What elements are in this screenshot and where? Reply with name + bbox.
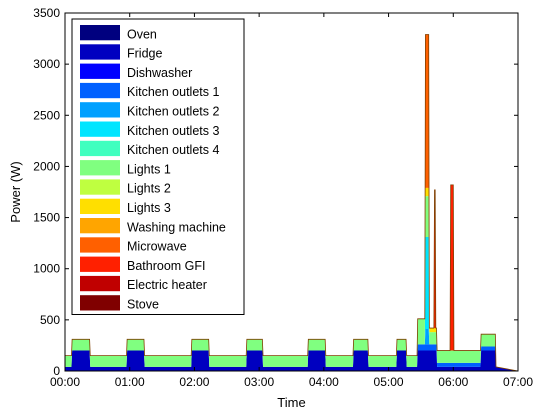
x-tick-label: 05:00: [374, 375, 404, 389]
plot-frame: [64, 12, 519, 372]
legend-label-lights-3: Lights 3: [127, 201, 171, 215]
area-kitchen-outlets-3: [65, 237, 518, 371]
legend-swatch-washing-machine: [80, 218, 120, 234]
x-tick-label: 07:00: [503, 375, 533, 389]
legend-label-kitchen-outlets-4: Kitchen outlets 4: [127, 143, 219, 157]
legend-swatch-kitchen-outlets-3: [80, 121, 120, 137]
legend-swatch-kitchen-outlets-4: [80, 140, 120, 157]
legend-label-lights-2: Lights 2: [127, 182, 171, 196]
legend-label-fridge: Fridge: [127, 47, 162, 61]
legend-label-microwave: Microwave: [127, 240, 187, 254]
y-tick-label: 0: [53, 364, 60, 378]
y-tick-label: 2500: [33, 108, 60, 122]
x-axis-label: Time: [277, 395, 305, 410]
legend-swatch-microwave: [80, 237, 120, 253]
legend-swatch-fridge: [80, 44, 120, 60]
y-tick-label: 3000: [33, 57, 60, 71]
legend-swatch-bathroom-gfi: [80, 256, 120, 272]
legend-label-kitchen-outlets-1: Kitchen outlets 1: [127, 85, 219, 99]
area-fridge: [65, 350, 518, 371]
legend-label-electric-heater: Electric heater: [127, 278, 207, 292]
legend-swatch-lights-3: [80, 198, 120, 214]
area-lights-1: [65, 196, 518, 371]
legend-label-bathroom-gfi: Bathroom GFI: [127, 259, 206, 273]
x-tick-label: 02:00: [179, 375, 209, 389]
y-tick-label: 2000: [33, 159, 60, 173]
x-tick-label: 01:00: [115, 375, 145, 389]
legend-swatch-stove: [80, 295, 120, 311]
y-tick-label: 3500: [33, 6, 60, 20]
x-tick-label: 03:00: [244, 375, 274, 389]
legend-swatch-dishwasher: [80, 63, 120, 79]
legend-label-kitchen-outlets-2: Kitchen outlets 2: [127, 105, 219, 119]
y-tick-label: 500: [40, 313, 60, 327]
total-outline: [65, 34, 519, 372]
legend-label-lights-1: Lights 1: [127, 162, 171, 176]
legend-swatch-lights-2: [80, 179, 120, 195]
y-axis-label: Power (W): [8, 161, 23, 222]
x-tick-label: 04:00: [309, 375, 339, 389]
y-tick-label: 1000: [33, 262, 60, 276]
legend-label-stove: Stove: [127, 298, 159, 312]
legend-swatch-electric-heater: [80, 275, 120, 292]
legend-label-oven: Oven: [127, 27, 157, 41]
legend: Oven Fridge Dishwasher Kitchen outlets 1 Kit…: [71, 18, 245, 315]
y-tick-label: 1500: [33, 211, 60, 225]
stacked-areas: [65, 34, 518, 371]
total-power-line: [65, 34, 519, 372]
legend-label-dishwasher: Dishwasher: [127, 66, 192, 80]
x-axis-ticks: 00:00 01:00 02:00 03:00 04:00 05:00 06:00 07:00: [50, 13, 533, 389]
legend-label-washing-machine: Washing machine: [127, 220, 226, 234]
x-tick-label: 06:00: [438, 375, 468, 389]
legend-swatch-kitchen-outlets-1: [80, 82, 120, 99]
x-tick-label: 00:00: [50, 375, 80, 389]
y-axis-ticks: 0 500 1000 1500 2000 2500 3000 3500: [33, 6, 518, 378]
legend-swatch-oven: [80, 25, 120, 41]
legend-swatch-kitchen-outlets-2: [80, 102, 120, 118]
legend-label-kitchen-outlets-3: Kitchen outlets 3: [127, 124, 219, 138]
legend-swatch-lights-1: [80, 160, 120, 176]
